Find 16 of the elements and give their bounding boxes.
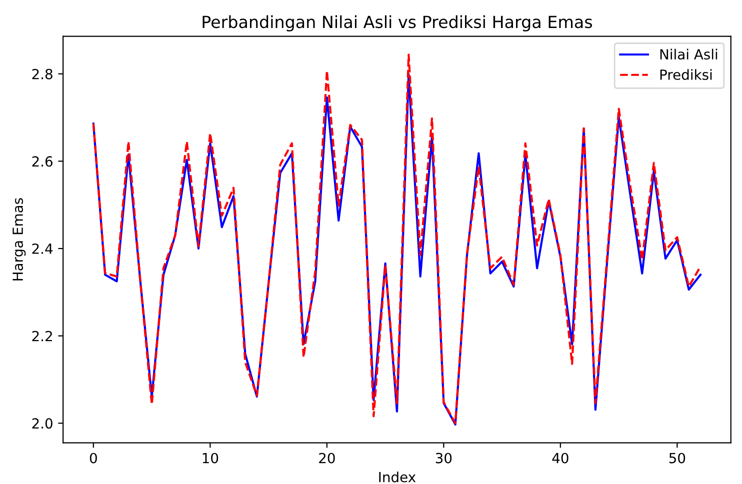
y-tick-label: 2.4	[32, 244, 53, 254]
y-tick-label: 2.2	[32, 330, 52, 342]
x-tick-label: 40	[552, 452, 568, 464]
y-tick-label: 2.6	[32, 156, 52, 167]
y-tick-label: 2.0	[32, 418, 52, 429]
x-tick-label: 50	[669, 452, 686, 464]
legend-label: Nilai Asli	[660, 48, 718, 60]
y-tick-label: 2.8	[32, 68, 52, 80]
y-axis-title: Harga Emas	[12, 198, 26, 280]
x-axis-title: Index	[379, 472, 416, 482]
legend-label: Prediksi	[660, 69, 712, 80]
x-tick-label: 20	[319, 452, 335, 464]
x-tick-label: 0	[90, 452, 97, 464]
x-tick-label: 10	[202, 452, 218, 464]
chart-title: Perbandingan Nilai Asli vs Prediksi Harga Emas	[202, 15, 592, 32]
x-tick-label: 30	[436, 452, 452, 464]
